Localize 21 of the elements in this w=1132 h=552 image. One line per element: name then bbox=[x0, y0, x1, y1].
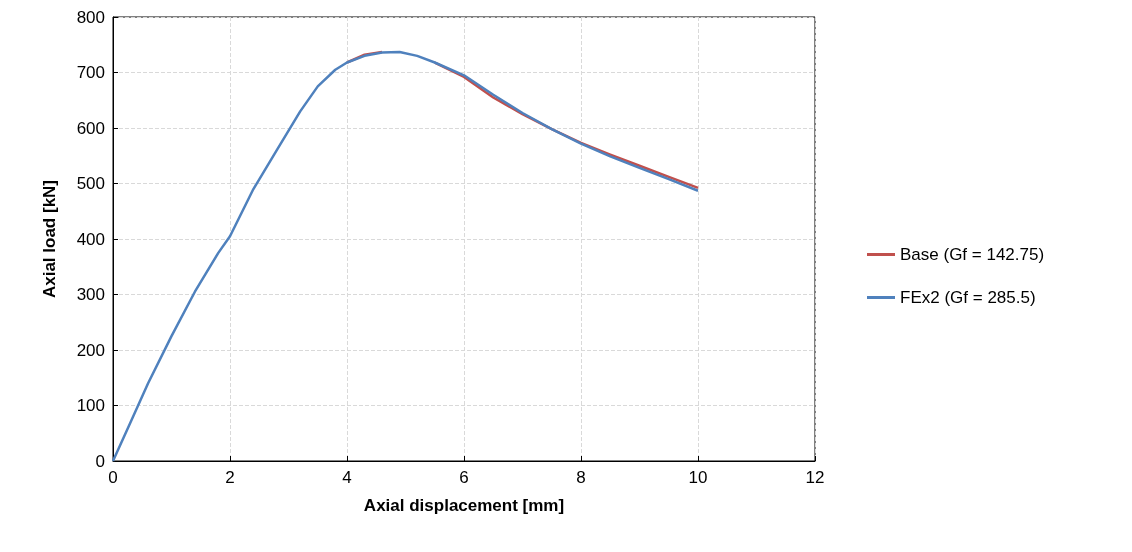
y-tick-label: 100 bbox=[76, 396, 105, 415]
x-axis-title: Axial displacement [mm] bbox=[363, 496, 565, 515]
x-tick-label: 12 bbox=[805, 468, 825, 487]
x-tick-label: 2 bbox=[225, 468, 235, 487]
y-tick-label: 400 bbox=[76, 229, 105, 249]
x-tick-label: 10 bbox=[688, 468, 708, 487]
x-tick-label: 4 bbox=[342, 468, 352, 487]
y-tick-label: 500 bbox=[76, 174, 105, 193]
line-series bbox=[111, 50, 700, 463]
y-tick-label: 200 bbox=[76, 340, 105, 360]
y-tick-label: 700 bbox=[76, 63, 105, 82]
y-tick-label: 300 bbox=[76, 285, 105, 304]
y-tick-label: 800 bbox=[76, 7, 105, 27]
legend-label: Base (Gf = 142.75) bbox=[900, 245, 1045, 264]
x-tick-label: 6 bbox=[459, 468, 469, 487]
y-axis-title: Axial load [kN] bbox=[40, 179, 59, 299]
x-tick-label: 0 bbox=[108, 468, 118, 487]
legend-label: FEx2 (Gf = 285.5) bbox=[900, 288, 1036, 307]
y-tick-label: 0 bbox=[95, 451, 105, 471]
x-tick-label: 8 bbox=[576, 468, 586, 487]
y-tick-label: 600 bbox=[76, 118, 105, 138]
